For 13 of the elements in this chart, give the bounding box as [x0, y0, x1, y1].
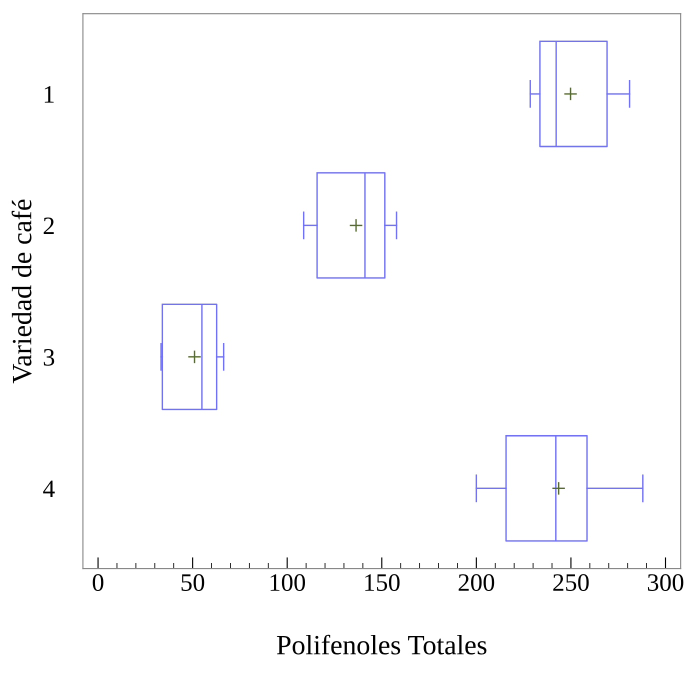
y-tick-label: 2 — [44, 218, 54, 234]
x-tick-label: 50 — [182, 574, 204, 592]
x-tick-label: 250 — [553, 574, 589, 592]
y-axis-title: Variedad de café — [12, 200, 32, 384]
x-tick-label: 150 — [365, 574, 400, 592]
x-tick-label: 100 — [270, 574, 305, 592]
y-tick-label: 1 — [44, 86, 54, 103]
x-tick-label: 0 — [92, 574, 104, 592]
x-tick-label: 300 — [648, 574, 684, 592]
y-tick-label: 4 — [43, 480, 55, 498]
y-tick-label: 3 — [44, 348, 54, 366]
x-axis-title: Polifenoles Totales — [276, 634, 486, 655]
x-tick-label: 200 — [458, 574, 494, 592]
